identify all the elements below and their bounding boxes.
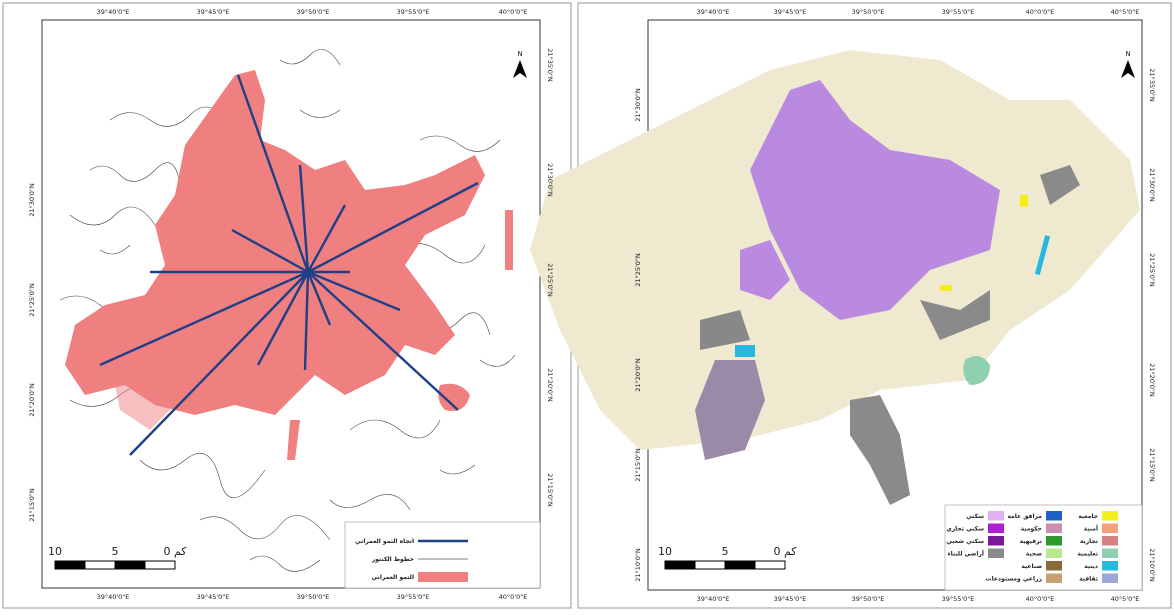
longitude-label: 39°50'0"E [297,593,330,601]
map-figure: 39°40'0"E 39°40'0"E 39°45'0"E 39°45'0"E 39°5… [0,0,1174,611]
scale-label: 0 كم [163,545,187,558]
legend-symbol [1046,561,1062,571]
latitude-label: 21°10'0"N [1148,548,1156,582]
north-label: N [517,50,522,58]
legend-label: زراعي ومستودعات [986,576,1043,583]
longitude-label: 40°0'0"E [499,593,528,601]
scale-bar [115,561,145,569]
legend-label: ثقافية [1079,576,1098,583]
legend-symbol [1102,561,1118,571]
legend-label: جامعية [1078,513,1098,520]
latitude-label: 21°20'0"N [28,383,36,417]
latitude-label: 21°20'0"N [1148,363,1156,397]
latitude-label: 21°25'0"N [28,283,36,317]
latitude-label: 21°15'0"N [28,488,36,522]
legend-symbol [1102,549,1118,559]
longitude-label: 39°50'0"E [297,8,330,16]
legend-symbol [1046,536,1062,546]
longitude-label: 40°5'0"E [1111,8,1140,16]
latitude-label: 21°10'0"N [634,548,642,582]
scale-bar [145,561,175,569]
latitude-label: 21°15'0"N [546,473,554,507]
latitude-label: 21°30'0"N [28,183,36,217]
latitude-label: 21°35'0"N [1148,68,1156,102]
legend-symbol [1046,574,1062,584]
legend-label: اتجاه النمو العمراني [355,538,414,545]
scale-label: 10 [658,545,672,558]
longitude-label: 39°40'0"E [97,8,130,16]
legend-symbol [418,572,468,582]
longitude-label: 39°45'0"E [197,593,230,601]
north-label: N [1125,50,1130,58]
legend-symbol [988,511,1004,521]
longitude-label: 39°40'0"E [97,593,130,601]
legend-label: مرافق عامة [1007,513,1042,520]
legend-label: سكني [966,513,984,520]
legend-symbol [1102,511,1118,521]
latitude-label: 21°25'0"N [546,263,554,297]
scale-bar [85,561,115,569]
scale-bar [695,561,725,569]
longitude-label: 39°55'0"E [397,593,430,601]
latitude-label: 21°25'0"N [634,253,642,287]
scale-label: 5 [722,545,729,558]
latitude-label: 21°30'0"N [546,163,554,197]
legend-label: دينية [1084,563,1098,570]
scale-label: 0 كم [773,545,797,558]
scale-bar [725,561,755,569]
longitude-label: 39°55'0"E [397,8,430,16]
longitude-label: 40°5'0"E [1111,595,1140,603]
legend-label: سكني شعبي [946,538,984,545]
latitude-label: 21°15'0"N [634,448,642,482]
legend-symbol [988,524,1004,534]
longitude-label: 40°0'0"E [1026,595,1055,603]
latitude-label: 21°30'0"N [1148,168,1156,202]
scale-bar [665,561,695,569]
legend-symbol [1046,511,1062,521]
latitude-label: 21°20'0"N [546,368,554,402]
legend-symbol [1102,524,1118,534]
legend-label: أمنية [1084,525,1098,533]
longitude-label: 40°0'0"E [1026,8,1055,16]
longitude-label: 39°45'0"E [197,8,230,16]
legend-symbol [988,536,1004,546]
scale-bar [55,561,85,569]
longitude-label: 39°45'0"E [774,595,807,603]
longitude-label: 39°50'0"E [852,595,885,603]
longitude-label: 39°45'0"E [774,8,807,16]
legend-label: تجارية [1080,538,1098,545]
legend-label: ترفيهية [1020,538,1042,545]
legend-symbol [1046,549,1062,559]
longitude-label: 40°0'0"E [499,8,528,16]
legend-symbol [1102,536,1118,546]
legend-label: صناعية [1021,563,1042,570]
legend-label: النمو العمراني [372,574,414,581]
scale-label: 5 [112,545,119,558]
longitude-label: 39°50'0"E [852,8,885,16]
legend-label: تعليمية [1077,551,1098,558]
longitude-label: 39°55'0"E [942,8,975,16]
legend-label: سكني تجاري [946,526,984,533]
scale-bar [755,561,785,569]
legend-label: حكومية [1021,526,1042,533]
longitude-label: 39°55'0"E [942,595,975,603]
latitude-label: 21°20'0"N [634,358,642,392]
scale-label: 10 [48,545,62,558]
legend-symbol [1046,524,1062,534]
longitude-label: 39°40'0"E [697,595,730,603]
latitude-label: 21°15'0"N [1148,448,1156,482]
legend-label: أراضي للبناء [948,550,984,558]
legend-label: صحية [1026,551,1042,558]
legend-symbol [1102,574,1118,584]
legend-label: خطوط الكنتور [371,556,414,563]
latitude-label: 21°35'0"N [546,48,554,82]
latitude-label: 21°25'0"N [1148,253,1156,287]
longitude-label: 39°40'0"E [697,8,730,16]
legend-symbol [988,549,1004,559]
latitude-label: 21°30'0"N [634,88,642,122]
